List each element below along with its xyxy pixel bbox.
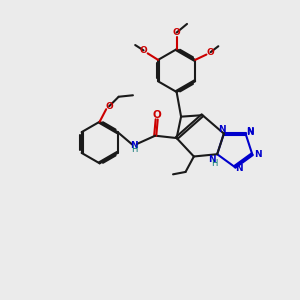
Text: N: N xyxy=(254,150,261,159)
Text: N: N xyxy=(130,141,138,150)
Text: N: N xyxy=(219,124,226,134)
Text: N: N xyxy=(246,128,254,136)
Text: H: H xyxy=(211,159,217,168)
Text: N: N xyxy=(208,155,216,164)
Text: O: O xyxy=(152,110,161,120)
Text: H: H xyxy=(130,146,137,154)
Text: O: O xyxy=(105,102,113,111)
Text: O: O xyxy=(173,28,181,37)
Text: O: O xyxy=(207,48,214,57)
Text: N: N xyxy=(236,164,243,173)
Text: O: O xyxy=(140,46,147,55)
Text: N: N xyxy=(247,127,254,136)
